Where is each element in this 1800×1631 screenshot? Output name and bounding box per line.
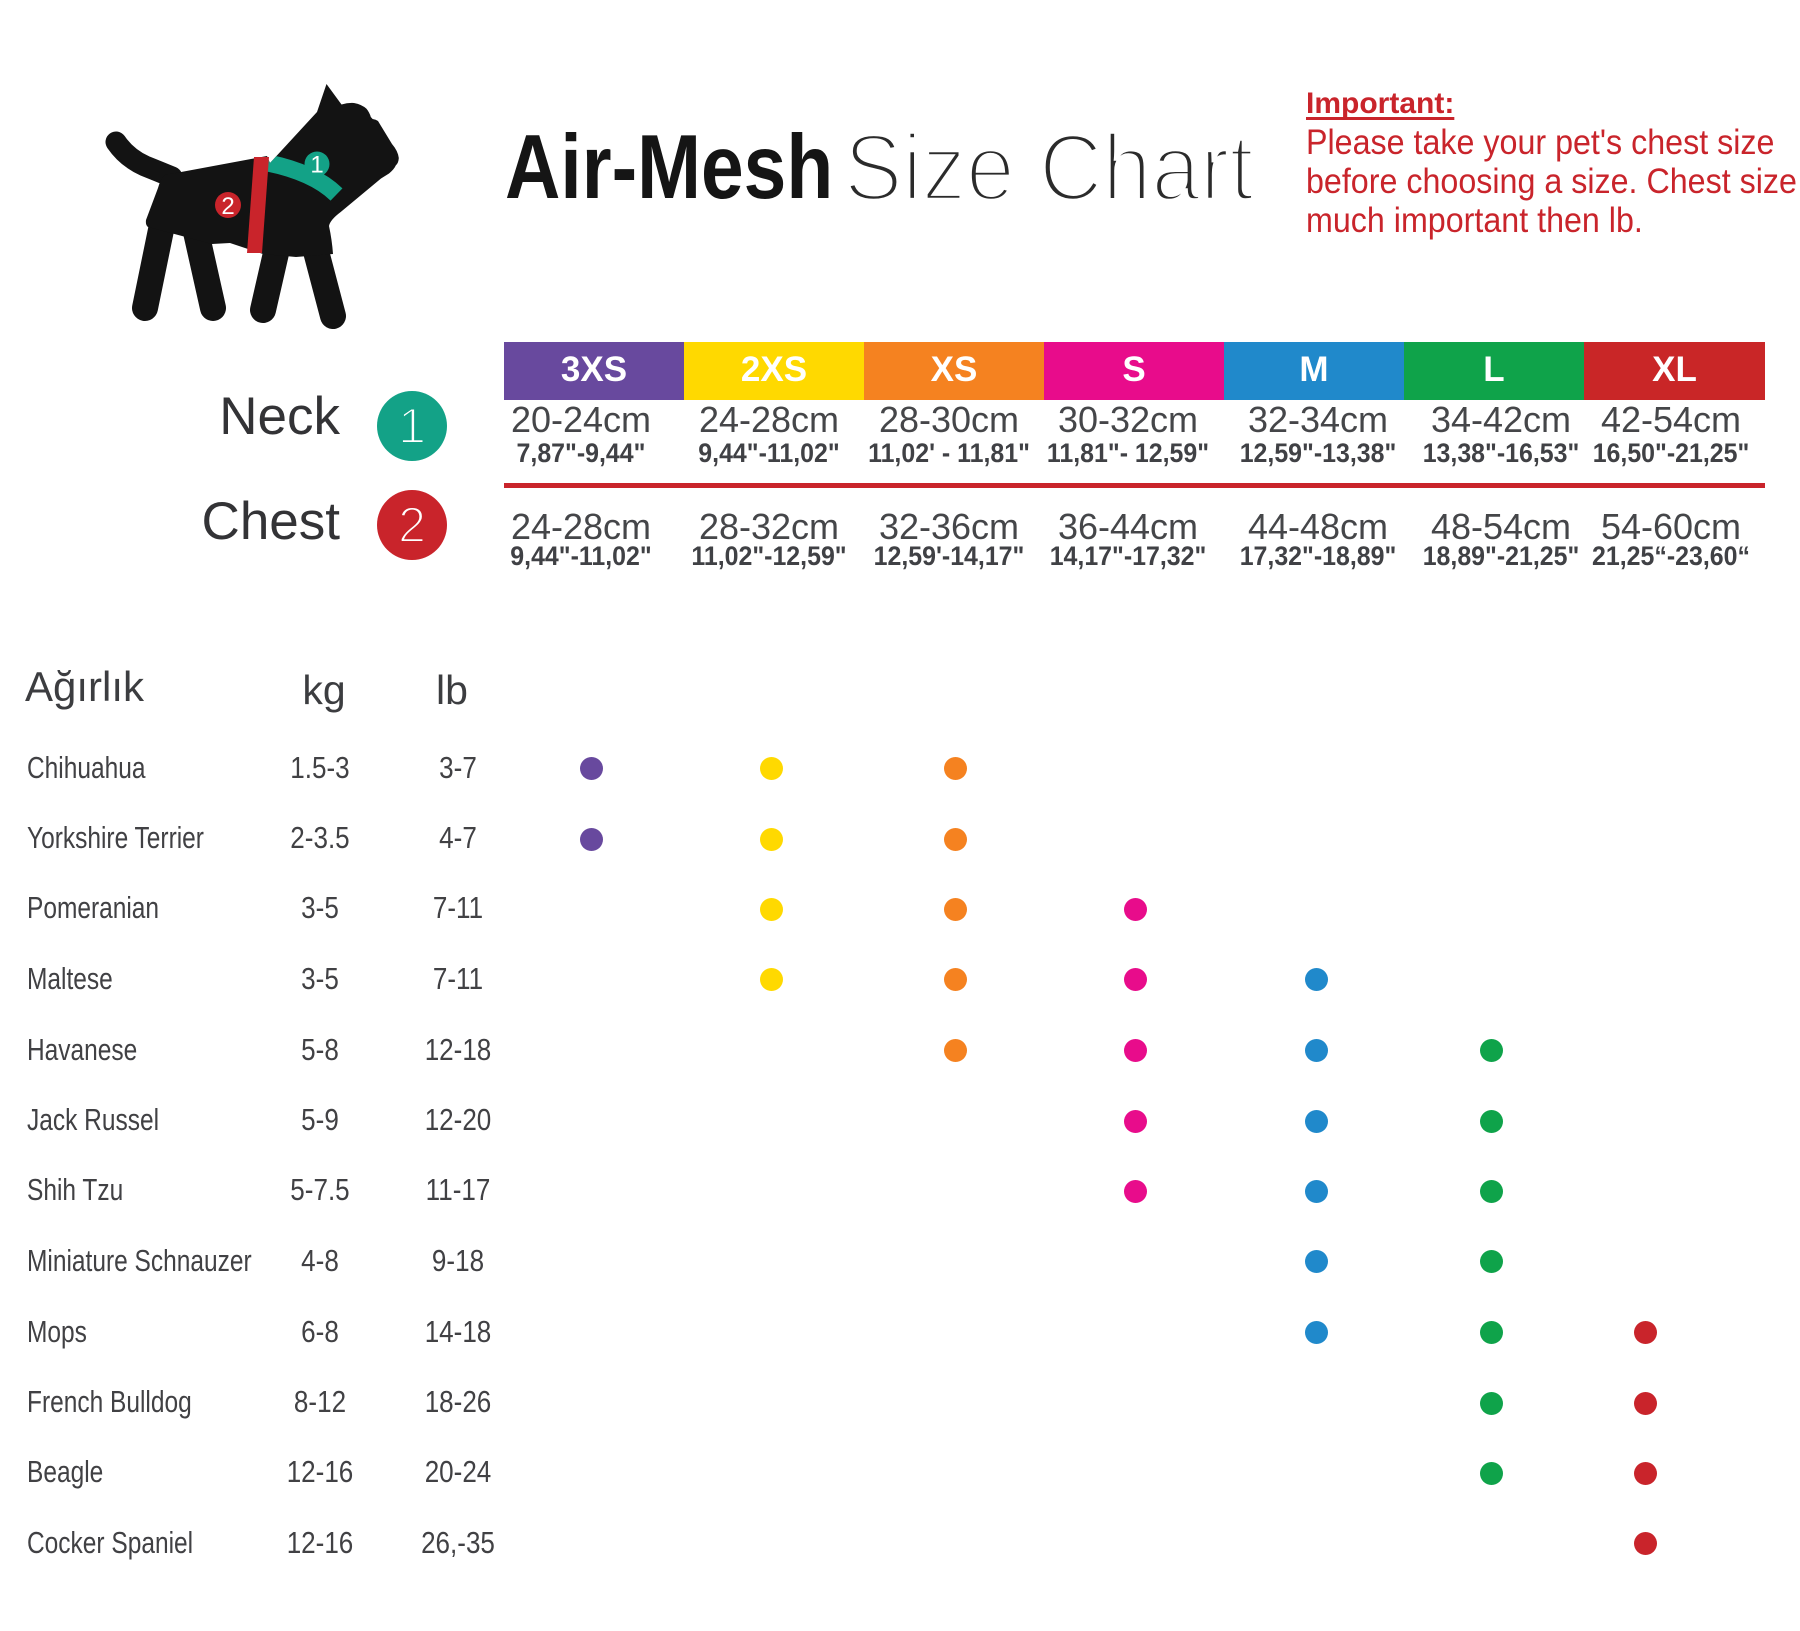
svg-text:2: 2 — [221, 193, 234, 220]
svg-text:1: 1 — [310, 152, 323, 179]
